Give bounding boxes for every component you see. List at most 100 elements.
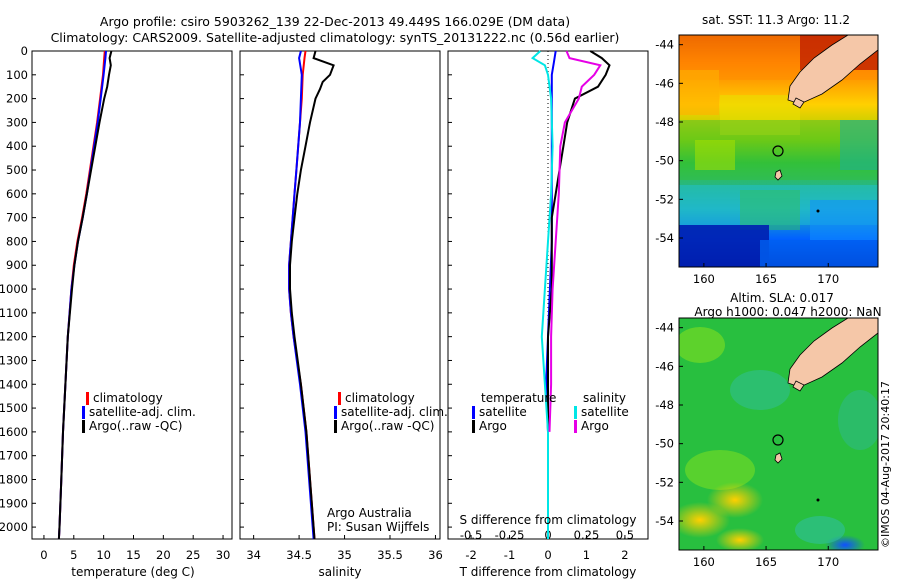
x-tick-label: 2 xyxy=(621,548,628,562)
depth-tick-label: 1000 xyxy=(0,282,28,296)
legend-title-salinity: salinity xyxy=(583,391,626,405)
legend-swatch-climatology xyxy=(338,392,341,405)
s-diff-tick-label: 0.5 xyxy=(616,528,634,542)
legend-label-satellite: satellite-adj. clim. xyxy=(89,405,196,419)
salinity-panel-frame xyxy=(239,50,441,540)
depth-tick-label: 500 xyxy=(6,163,28,177)
legend-swatch-t-argo xyxy=(472,420,475,433)
sla-argo-float-marker xyxy=(772,434,784,446)
map-lat-label: -48 xyxy=(655,115,674,129)
sla-map-ticks: 160 165 170 -44 -46 -48 -50 -52 -54 xyxy=(655,321,839,569)
x-tick-label: 35.5 xyxy=(377,548,403,562)
sst-map-title: sat. SST: 11.3 Argo: 11.2 xyxy=(702,13,850,27)
legend-label-t-satellite: satellite xyxy=(479,405,527,419)
legend-swatch-climatology xyxy=(86,392,89,405)
map-lat-label: -50 xyxy=(655,437,674,451)
s-diff-tick-label: 0.25 xyxy=(574,528,600,542)
x-tick-label: 1 xyxy=(583,548,590,562)
map-lat-label: -46 xyxy=(655,76,674,90)
salinity-axis-label: salinity xyxy=(318,565,361,579)
legend-swatch-satellite xyxy=(334,406,337,419)
x-tick-label: -1 xyxy=(504,548,515,562)
series-line-temperature-argo-raw-qc- xyxy=(57,50,113,540)
legend-label-t-argo: Argo xyxy=(479,419,507,433)
map-lat-label: -50 xyxy=(655,154,674,168)
temperature-panel-frame xyxy=(31,50,233,540)
pi-credit: PI: Susan Wijffels xyxy=(327,520,429,534)
depth-tick-label: 800 xyxy=(6,234,28,248)
map-lat-label: -48 xyxy=(655,398,674,412)
series-line-difference-temperature-argo xyxy=(547,50,611,528)
salinity-legend: climatology satellite-adj. clim. Argo(..… xyxy=(334,391,448,433)
sla-map-frame xyxy=(678,317,879,551)
x-tick-label: 30 xyxy=(216,548,231,562)
x-tick-label: 25 xyxy=(186,548,201,562)
legend-swatch-satellite xyxy=(82,406,85,419)
depth-tick-label: 1600 xyxy=(0,425,28,439)
depth-tick-label: 1500 xyxy=(0,401,28,415)
depth-tick-label: 2000 xyxy=(0,520,28,534)
depth-tick-label: 0 xyxy=(21,44,28,58)
depth-tick-label: 900 xyxy=(6,258,28,272)
legend-swatch-argo xyxy=(334,420,337,433)
series-line-difference-salinity-satellite xyxy=(530,50,554,539)
x-tick-labels: 0 5 10 15 20 25 30 34 34.5 35 35.5 36 -2 -1 0 1 2 -0.5 -0.… xyxy=(40,528,634,562)
map-lon-label: 170 xyxy=(817,272,839,286)
sla-map-title-line2: Argo h1000: 0.047 h2000: NaN xyxy=(694,305,881,319)
sst-map-field xyxy=(679,35,878,267)
depth-tick-label: 100 xyxy=(6,68,28,82)
series-line-salinity-argo-raw-qc- xyxy=(289,50,335,540)
s-diff-tick-label: -0.5 xyxy=(460,528,482,542)
legend-swatch-s-satellite xyxy=(574,406,577,419)
figure-title-line2: Climatology: CARS2009. Satellite-adjuste… xyxy=(51,30,620,45)
sla-map-field xyxy=(679,318,878,550)
x-tick-label: 36 xyxy=(428,548,443,562)
map-lat-label: -52 xyxy=(655,475,674,489)
x-tick-label: 34 xyxy=(246,548,261,562)
map-lon-label: 160 xyxy=(693,272,715,286)
depth-tick-label: 1100 xyxy=(0,306,28,320)
x-tick-label: 10 xyxy=(96,548,111,562)
temperature-legend: climatology satellite-adj. clim. Argo(..… xyxy=(82,391,196,433)
map-lat-label: -44 xyxy=(655,321,674,335)
sst-map-frame xyxy=(678,34,879,268)
depth-tick-label: 1400 xyxy=(0,377,28,391)
depth-tick-label: 700 xyxy=(6,211,28,225)
map-lon-label: 170 xyxy=(817,555,839,569)
depth-tick-label: 1200 xyxy=(0,330,28,344)
map-lat-label: -52 xyxy=(655,192,674,206)
x-tick-label: 34.5 xyxy=(286,548,312,562)
depth-tick-label: 200 xyxy=(6,92,28,106)
depth-tick-label: 1900 xyxy=(0,496,28,510)
series-line-difference-salinity-argo xyxy=(548,50,602,432)
map-lon-label: 165 xyxy=(755,272,777,286)
imos-credit: ©IMOS 04-Aug-2017 20:40:17 xyxy=(879,381,892,548)
legend-label-satellite: satellite-adj. clim. xyxy=(341,405,448,419)
x-tick-label: 5 xyxy=(70,548,77,562)
s-difference-axis-label: S difference from climatology xyxy=(460,513,637,527)
map-lat-label: -54 xyxy=(655,231,674,245)
x-tick-label: 35 xyxy=(337,548,352,562)
legend-label-s-satellite: satellite xyxy=(581,405,629,419)
map-lat-label: -46 xyxy=(655,359,674,373)
depth-tick-label: 1800 xyxy=(0,472,28,486)
figure-title-line1: Argo profile: csiro 5903262_139 22-Dec-2… xyxy=(100,14,570,29)
legend-label-climatology: climatology xyxy=(93,391,163,405)
depth-tick-label: 1700 xyxy=(0,449,28,463)
x-tick-label: 0 xyxy=(544,548,551,562)
map-lon-label: 165 xyxy=(755,555,777,569)
t-difference-axis-label: T difference from climatology xyxy=(459,565,637,579)
x-tick-label: 15 xyxy=(126,548,141,562)
legend-title-temperature: temperature xyxy=(481,391,556,405)
legend-label-s-argo: Argo xyxy=(581,419,609,433)
difference-legend: temperature satellite Argo salinity sate… xyxy=(472,391,629,433)
legend-label-climatology: climatology xyxy=(345,391,415,405)
map-lat-label: -44 xyxy=(655,38,674,52)
sst-map-ticks: 160 165 170 -44 -46 -48 -50 -52 -54 xyxy=(655,38,839,286)
sla-map-title-line1: Altim. SLA: 0.017 xyxy=(730,291,834,305)
depth-tick-labels: 0 100 200 300 400 500 600 700 800 900 1000 1100 1200… xyxy=(0,44,452,534)
s-diff-tick-label: -0.25 xyxy=(495,528,525,542)
argo-australia-credit: Argo Australia xyxy=(327,506,412,520)
legend-label-argo: Argo(..raw -QC) xyxy=(89,419,182,433)
